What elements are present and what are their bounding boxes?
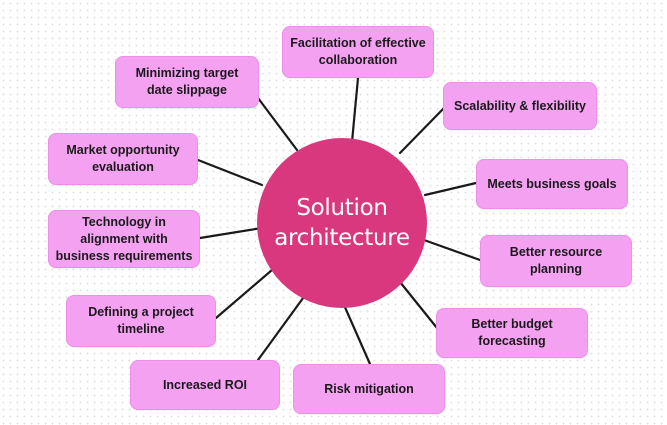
central-topic: Solution architecture — [257, 138, 427, 308]
connector-slippage — [256, 96, 299, 152]
connector-market — [196, 158, 264, 187]
benefit-business-goals: Meets business goals — [476, 159, 628, 209]
central-topic-line2: architecture — [274, 225, 410, 251]
benefit-risk-mitigation: Risk mitigation — [293, 364, 445, 414]
connector-roi — [256, 292, 308, 362]
benefit-market-evaluation: Market opportunity evaluation — [48, 133, 198, 185]
connector-goals — [423, 181, 478, 197]
benefit-increased-roi: Increased ROI — [130, 360, 280, 410]
benefit-slippage: Minimizing target date slippage — [115, 56, 259, 108]
benefit-project-timeline: Defining a project timeline — [66, 295, 216, 347]
connector-risk — [342, 303, 372, 366]
benefit-scalability: Scalability & flexibility — [443, 82, 597, 130]
connector-scalability — [398, 106, 446, 155]
benefit-collaboration: Facilitation of effective collaboration — [282, 26, 434, 78]
connector-technology — [198, 226, 264, 240]
connector-collaboration — [350, 76, 360, 144]
benefit-resource-planning: Better resource planning — [480, 235, 632, 287]
central-topic-line1: Solution — [296, 195, 388, 221]
connector-resource — [422, 238, 482, 262]
connector-timeline — [214, 268, 274, 320]
benefit-budget-forecasting: Better budget forecasting — [436, 308, 588, 358]
connector-budget — [398, 280, 439, 330]
benefit-technology-alignment: Technology in alignment with business re… — [48, 210, 200, 268]
